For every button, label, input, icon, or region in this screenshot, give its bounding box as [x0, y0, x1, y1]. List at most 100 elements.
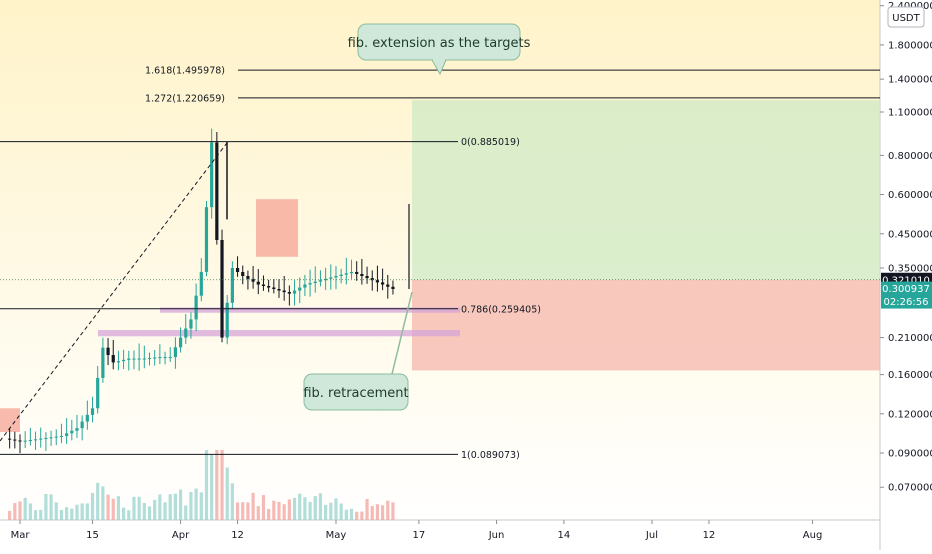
candle-body	[127, 358, 131, 360]
volume-bar	[251, 492, 255, 520]
candle-body	[28, 440, 32, 442]
volume-bar	[142, 502, 146, 520]
note-text: fib. retracement	[303, 386, 408, 401]
candle-body	[18, 440, 22, 442]
x-tick-label: Mar	[11, 530, 31, 541]
volume-bar	[59, 509, 64, 520]
candle-body	[267, 286, 271, 288]
volume-bar	[329, 502, 333, 520]
candle-body	[65, 433, 69, 436]
volume-bar	[375, 504, 380, 520]
volume-bar	[370, 506, 374, 520]
candle-body	[147, 358, 152, 360]
fib-label: 1(0.089073)	[461, 450, 520, 461]
candle-body	[355, 271, 359, 274]
y-tick-label: 0.210000	[888, 333, 932, 344]
candle-body	[261, 284, 266, 287]
y-tick-label: 0.090000	[888, 449, 932, 460]
candle-body	[194, 295, 198, 320]
y-tick-label: 0.450000	[888, 229, 932, 240]
candle-body	[215, 142, 219, 240]
volume-bar	[256, 506, 260, 520]
volume-bar	[178, 489, 183, 520]
x-tick-label: Aug	[803, 530, 823, 541]
y-tick-label: 0.350000	[888, 263, 932, 274]
volume-bar	[339, 503, 343, 520]
note-box	[303, 373, 409, 411]
volume-bar	[298, 493, 302, 520]
candle-body	[381, 282, 385, 285]
volume-bar	[261, 495, 266, 520]
volume-bar	[313, 496, 317, 520]
volume-bar	[225, 467, 229, 520]
y-tick-label: 0.160000	[888, 370, 932, 381]
volume-bar	[386, 500, 390, 520]
note-text: fib. extension as the targets	[348, 36, 531, 51]
volume-bar	[194, 488, 198, 520]
volume-bar	[220, 450, 224, 520]
candle-body	[39, 438, 43, 440]
volume-bar	[23, 497, 27, 520]
fib-label: 1.272(1.220659)	[145, 93, 225, 104]
cloud-patch	[256, 199, 298, 257]
candle-body	[256, 281, 260, 285]
y-tick-label: 0.070000	[888, 483, 932, 494]
volume-bar	[8, 510, 12, 520]
candle-body	[251, 278, 255, 282]
candle-body	[184, 328, 188, 338]
volume-bar	[360, 511, 364, 520]
x-tick-label: Jul	[645, 530, 658, 541]
candle-body	[85, 414, 89, 422]
candle-body	[329, 277, 333, 279]
candle-body	[189, 319, 193, 329]
candle-body	[90, 408, 95, 415]
time-axis-background	[0, 520, 880, 550]
candle-body	[318, 280, 323, 282]
volume-bar	[324, 504, 328, 520]
price-axis[interactable]: 2.4000001.8000001.4000001.1000000.800000…	[880, 1, 932, 494]
volume-bar	[235, 502, 240, 520]
candle-body	[59, 435, 64, 437]
candle-body	[54, 436, 58, 438]
candle-body	[111, 355, 115, 363]
candle-body	[153, 357, 157, 359]
x-tick-label: 14	[558, 530, 571, 541]
candle-body	[220, 239, 224, 338]
candle-body	[334, 276, 338, 278]
volume-bar	[158, 494, 162, 520]
x-tick-label: 12	[231, 530, 244, 541]
volume-bar	[381, 505, 385, 520]
price-badge-label: 02:26:56	[884, 297, 929, 308]
y-tick-label: 1.100000	[888, 108, 932, 119]
y-tick-label: 1.400000	[888, 75, 932, 86]
volume-bar	[365, 499, 369, 520]
volume-bar	[241, 502, 245, 520]
time-axis[interactable]: Mar 15 Apr 12 May 17 Jun 14 Jul 12 Aug	[11, 520, 823, 541]
candle-body	[370, 278, 374, 281]
candle-body	[168, 357, 172, 359]
currency-badge[interactable]: USDT	[887, 6, 925, 28]
candle-body	[391, 286, 395, 289]
candle-body	[303, 284, 307, 288]
volume-bar	[85, 503, 89, 520]
trade-zones	[98, 100, 880, 371]
y-tick-label: 0.120000	[888, 409, 932, 420]
fib-label: 0.786(0.259405)	[461, 304, 541, 315]
candle-body	[287, 292, 291, 294]
candle-body	[246, 276, 250, 279]
candle-body	[349, 271, 354, 274]
candle-body	[339, 274, 343, 277]
fib-label: 1.618(1.495978)	[145, 66, 225, 77]
candle-body	[173, 347, 177, 358]
ichimoku-cloud	[0, 199, 298, 433]
y-tick-label: 1.800000	[888, 40, 932, 51]
candle-body	[142, 358, 146, 360]
candle-body	[375, 280, 380, 283]
candle-body	[101, 347, 105, 378]
x-tick-label: 12	[703, 530, 716, 541]
volume-bar	[355, 511, 359, 520]
price-badge	[881, 294, 932, 309]
candle-body	[313, 281, 317, 284]
